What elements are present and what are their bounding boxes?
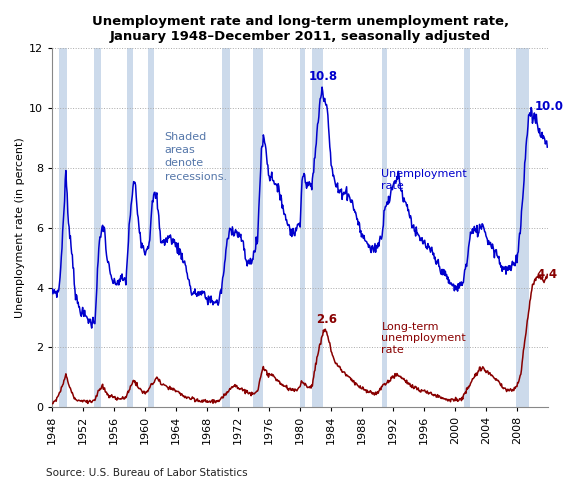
Text: Source: U.S. Bureau of Labor Statistics: Source: U.S. Bureau of Labor Statistics xyxy=(46,467,248,478)
Bar xyxy=(516,48,528,407)
Title: Unemployment rate and long-term unemployment rate,
January 1948–December 2011, s: Unemployment rate and long-term unemploy… xyxy=(92,15,509,43)
Bar xyxy=(311,48,322,407)
Bar xyxy=(300,48,304,407)
Bar xyxy=(59,48,67,407)
Bar xyxy=(253,48,263,407)
Text: 4.4: 4.4 xyxy=(536,268,557,281)
Bar xyxy=(126,48,133,407)
Y-axis label: Unemployment rate (in percent): Unemployment rate (in percent) xyxy=(15,137,25,318)
Text: Shaded
areas
denote
recessions.: Shaded areas denote recessions. xyxy=(165,132,227,182)
Text: 2.6: 2.6 xyxy=(316,313,338,326)
Bar xyxy=(382,48,387,407)
Bar xyxy=(95,48,102,407)
Text: 10.0: 10.0 xyxy=(535,100,564,113)
Text: 10.8: 10.8 xyxy=(309,70,338,83)
Bar xyxy=(464,48,470,407)
Bar xyxy=(148,48,154,407)
Text: Long-term
unemployment
rate: Long-term unemployment rate xyxy=(382,322,466,355)
Bar xyxy=(222,48,230,407)
Text: Unemployment
rate: Unemployment rate xyxy=(382,169,467,191)
